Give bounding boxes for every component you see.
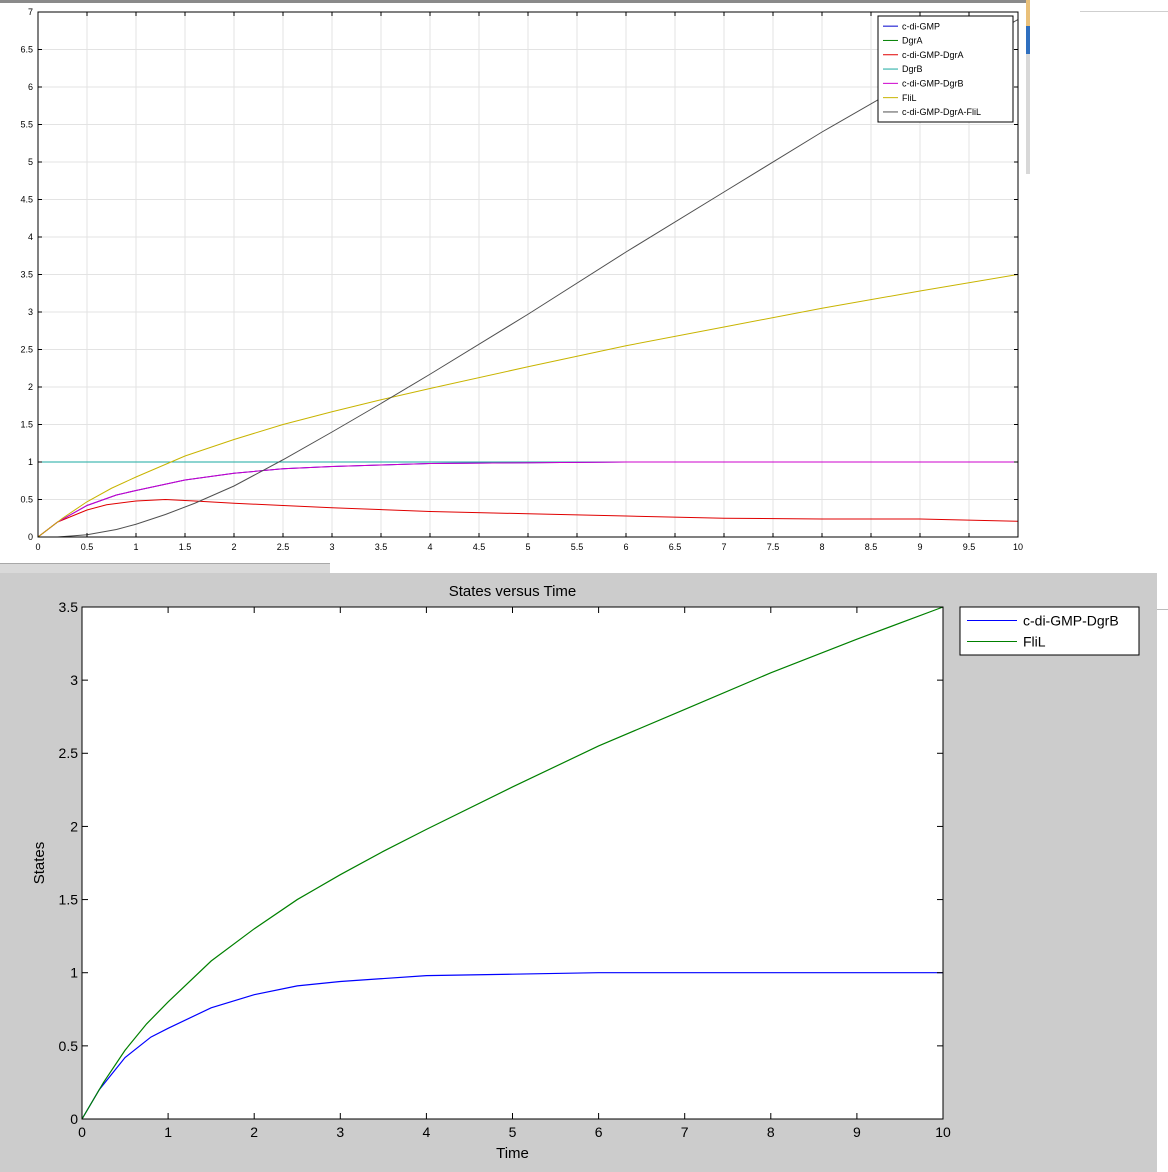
- x-tick-label: 2: [231, 542, 236, 552]
- legend-box-0: [877, 15, 1014, 123]
- y-tick-label: 2: [70, 818, 78, 834]
- x-tick-label: 7.5: [767, 542, 780, 552]
- window-scrollbar-strip[interactable]: [0, 563, 330, 576]
- x-tick-label: 4: [427, 542, 432, 552]
- window-edge-line: [1157, 609, 1168, 610]
- y-tick-label: 3.5: [20, 270, 33, 280]
- legend-entry: DgrA: [902, 36, 923, 46]
- x-tick-label: 7: [721, 542, 726, 552]
- y-tick-label: 0: [70, 1111, 78, 1127]
- series-line-c-di-gmp-dgra: [37, 498, 1019, 538]
- x-tick-label: 8: [767, 1124, 775, 1140]
- y-axis-label: States: [31, 842, 48, 885]
- series-line-c-di-gmp-dgrb: [81, 972, 943, 1120]
- x-tick-label: 3: [336, 1124, 344, 1140]
- x-tick-label: 2: [250, 1124, 258, 1140]
- chart-title: States versus Time: [449, 583, 577, 600]
- x-tick-label: 6: [595, 1124, 603, 1140]
- x-tick-label: 4: [423, 1124, 431, 1140]
- y-tick-label: 3: [70, 672, 78, 688]
- legend-box-1: [959, 606, 1140, 656]
- x-tick-label: 6: [623, 542, 628, 552]
- y-tick-label: 2: [28, 382, 33, 392]
- x-tick-label: 1: [164, 1124, 172, 1140]
- window-edge-line: [1080, 11, 1168, 12]
- x-tick-label: 9: [853, 1124, 861, 1140]
- legend-entry: c-di-GMP-DgrB: [902, 79, 964, 89]
- y-tick-label: 4.5: [20, 195, 33, 205]
- x-tick-label: 0: [78, 1124, 86, 1140]
- legend-entry: c-di-GMP-DgrA: [902, 50, 964, 60]
- x-tick-label: 2.5: [277, 542, 290, 552]
- y-tick-label: 3: [28, 307, 33, 317]
- y-tick-label: 2.5: [59, 745, 79, 761]
- y-tick-label: 1.5: [59, 891, 79, 907]
- x-tick-label: 5.5: [571, 542, 584, 552]
- x-tick-label: 1.5: [179, 542, 192, 552]
- y-tick-label: 0.5: [59, 1038, 79, 1054]
- x-tick-label: 10: [935, 1124, 951, 1140]
- legend-entry: c-di-GMP: [902, 21, 940, 31]
- x-axis-label: Time: [496, 1145, 529, 1162]
- series-line-flil: [37, 274, 1019, 538]
- x-tick-label: 6.5: [669, 542, 682, 552]
- y-tick-label: 7: [28, 7, 33, 17]
- x-tick-label: 9: [917, 542, 922, 552]
- legend-entry: FliL: [902, 93, 917, 103]
- x-tick-label: 1: [133, 542, 138, 552]
- legend-entry: DgrB: [902, 64, 923, 74]
- series-line-c-di-gmp-dgra-flil: [57, 19, 1019, 538]
- x-tick-label: 5: [525, 542, 530, 552]
- y-tick-label: 2.5: [20, 345, 33, 355]
- top-window-frame: [0, 0, 1030, 3]
- y-tick-label: 6.5: [20, 45, 33, 55]
- x-tick-label: 0.5: [81, 542, 94, 552]
- x-tick-label: 8: [819, 542, 824, 552]
- plot-area-1: [82, 607, 943, 1119]
- y-tick-label: 5: [28, 157, 33, 167]
- x-tick-label: 8.5: [865, 542, 878, 552]
- y-tick-label: 1: [70, 965, 78, 981]
- y-tick-label: 0: [28, 532, 33, 542]
- legend-entry: c-di-GMP-DgrB: [1023, 612, 1119, 628]
- legend-entry: FliL: [1023, 633, 1046, 649]
- y-tick-label: 0.5: [20, 495, 33, 505]
- y-tick-label: 1: [28, 457, 33, 467]
- series-line-c-di-gmp-dgrb: [37, 461, 1018, 538]
- y-tick-label: 4: [28, 232, 33, 242]
- y-tick-label: 1.5: [20, 420, 33, 430]
- y-tick-label: 5.5: [20, 120, 33, 130]
- window-edge-tab: [1026, 0, 1030, 26]
- x-tick-label: 5: [509, 1124, 517, 1140]
- legend-entry: c-di-GMP-DgrA-FliL: [902, 107, 981, 117]
- x-tick-label: 3: [329, 542, 334, 552]
- x-tick-label: 3.5: [375, 542, 388, 552]
- x-tick-label: 4.5: [473, 542, 486, 552]
- series-line-flil: [81, 606, 944, 1120]
- x-tick-label: 9.5: [963, 542, 976, 552]
- y-tick-label: 3.5: [59, 599, 79, 615]
- x-tick-label: 10: [1013, 542, 1023, 552]
- x-tick-label: 7: [681, 1124, 689, 1140]
- window-edge-strip: [1026, 54, 1030, 174]
- x-tick-label: 0: [35, 542, 40, 552]
- window-edge-tab-blue: [1026, 26, 1030, 54]
- y-tick-label: 6: [28, 82, 33, 92]
